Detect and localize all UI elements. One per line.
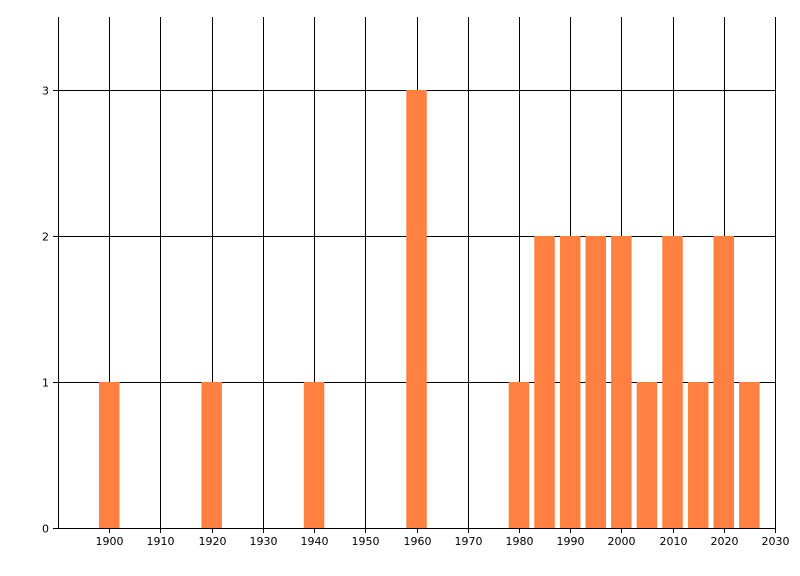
- bar: [303, 382, 325, 528]
- x-tick-label: 2020: [711, 535, 739, 548]
- y-tick-label: 2: [42, 231, 49, 244]
- x-tick-label: 1910: [147, 535, 175, 548]
- x-tick-label: 2010: [660, 535, 688, 548]
- x-tick-label: 1900: [96, 535, 124, 548]
- bar: [662, 236, 683, 528]
- x-tick-label: 1960: [404, 535, 432, 548]
- y-tick-label: 3: [42, 85, 49, 98]
- x-tick-label: 1970: [455, 535, 483, 548]
- axes-layer: [53, 90, 776, 533]
- bar: [585, 236, 606, 528]
- bar: [739, 382, 760, 528]
- x-tick-label: 2000: [608, 535, 636, 548]
- x-tick-label: 1950: [352, 535, 380, 548]
- x-tick-label: 1920: [199, 535, 227, 548]
- bar: [99, 382, 120, 528]
- x-tick-label: 1940: [301, 535, 329, 548]
- bar: [559, 236, 581, 528]
- y-tick-label: 1: [42, 377, 49, 390]
- x-tick-label: 2030: [762, 535, 790, 548]
- labels-layer: 0 1 2 3 1900 1910 1920 1930 1940 1950 1960 1970 1980…: [42, 85, 790, 549]
- bar: [406, 90, 427, 528]
- bar: [201, 382, 222, 528]
- x-tick-label: 1990: [557, 535, 585, 548]
- bar: [687, 382, 709, 528]
- bar: [713, 236, 734, 528]
- bars-layer: [99, 90, 760, 528]
- x-tick-label: 1980: [506, 535, 534, 548]
- x-tick-label: 1930: [250, 535, 278, 548]
- bar: [534, 236, 555, 528]
- y-tick-label: 0: [42, 523, 49, 536]
- bar: [508, 382, 530, 528]
- bar: [611, 236, 632, 528]
- bar: [636, 382, 658, 528]
